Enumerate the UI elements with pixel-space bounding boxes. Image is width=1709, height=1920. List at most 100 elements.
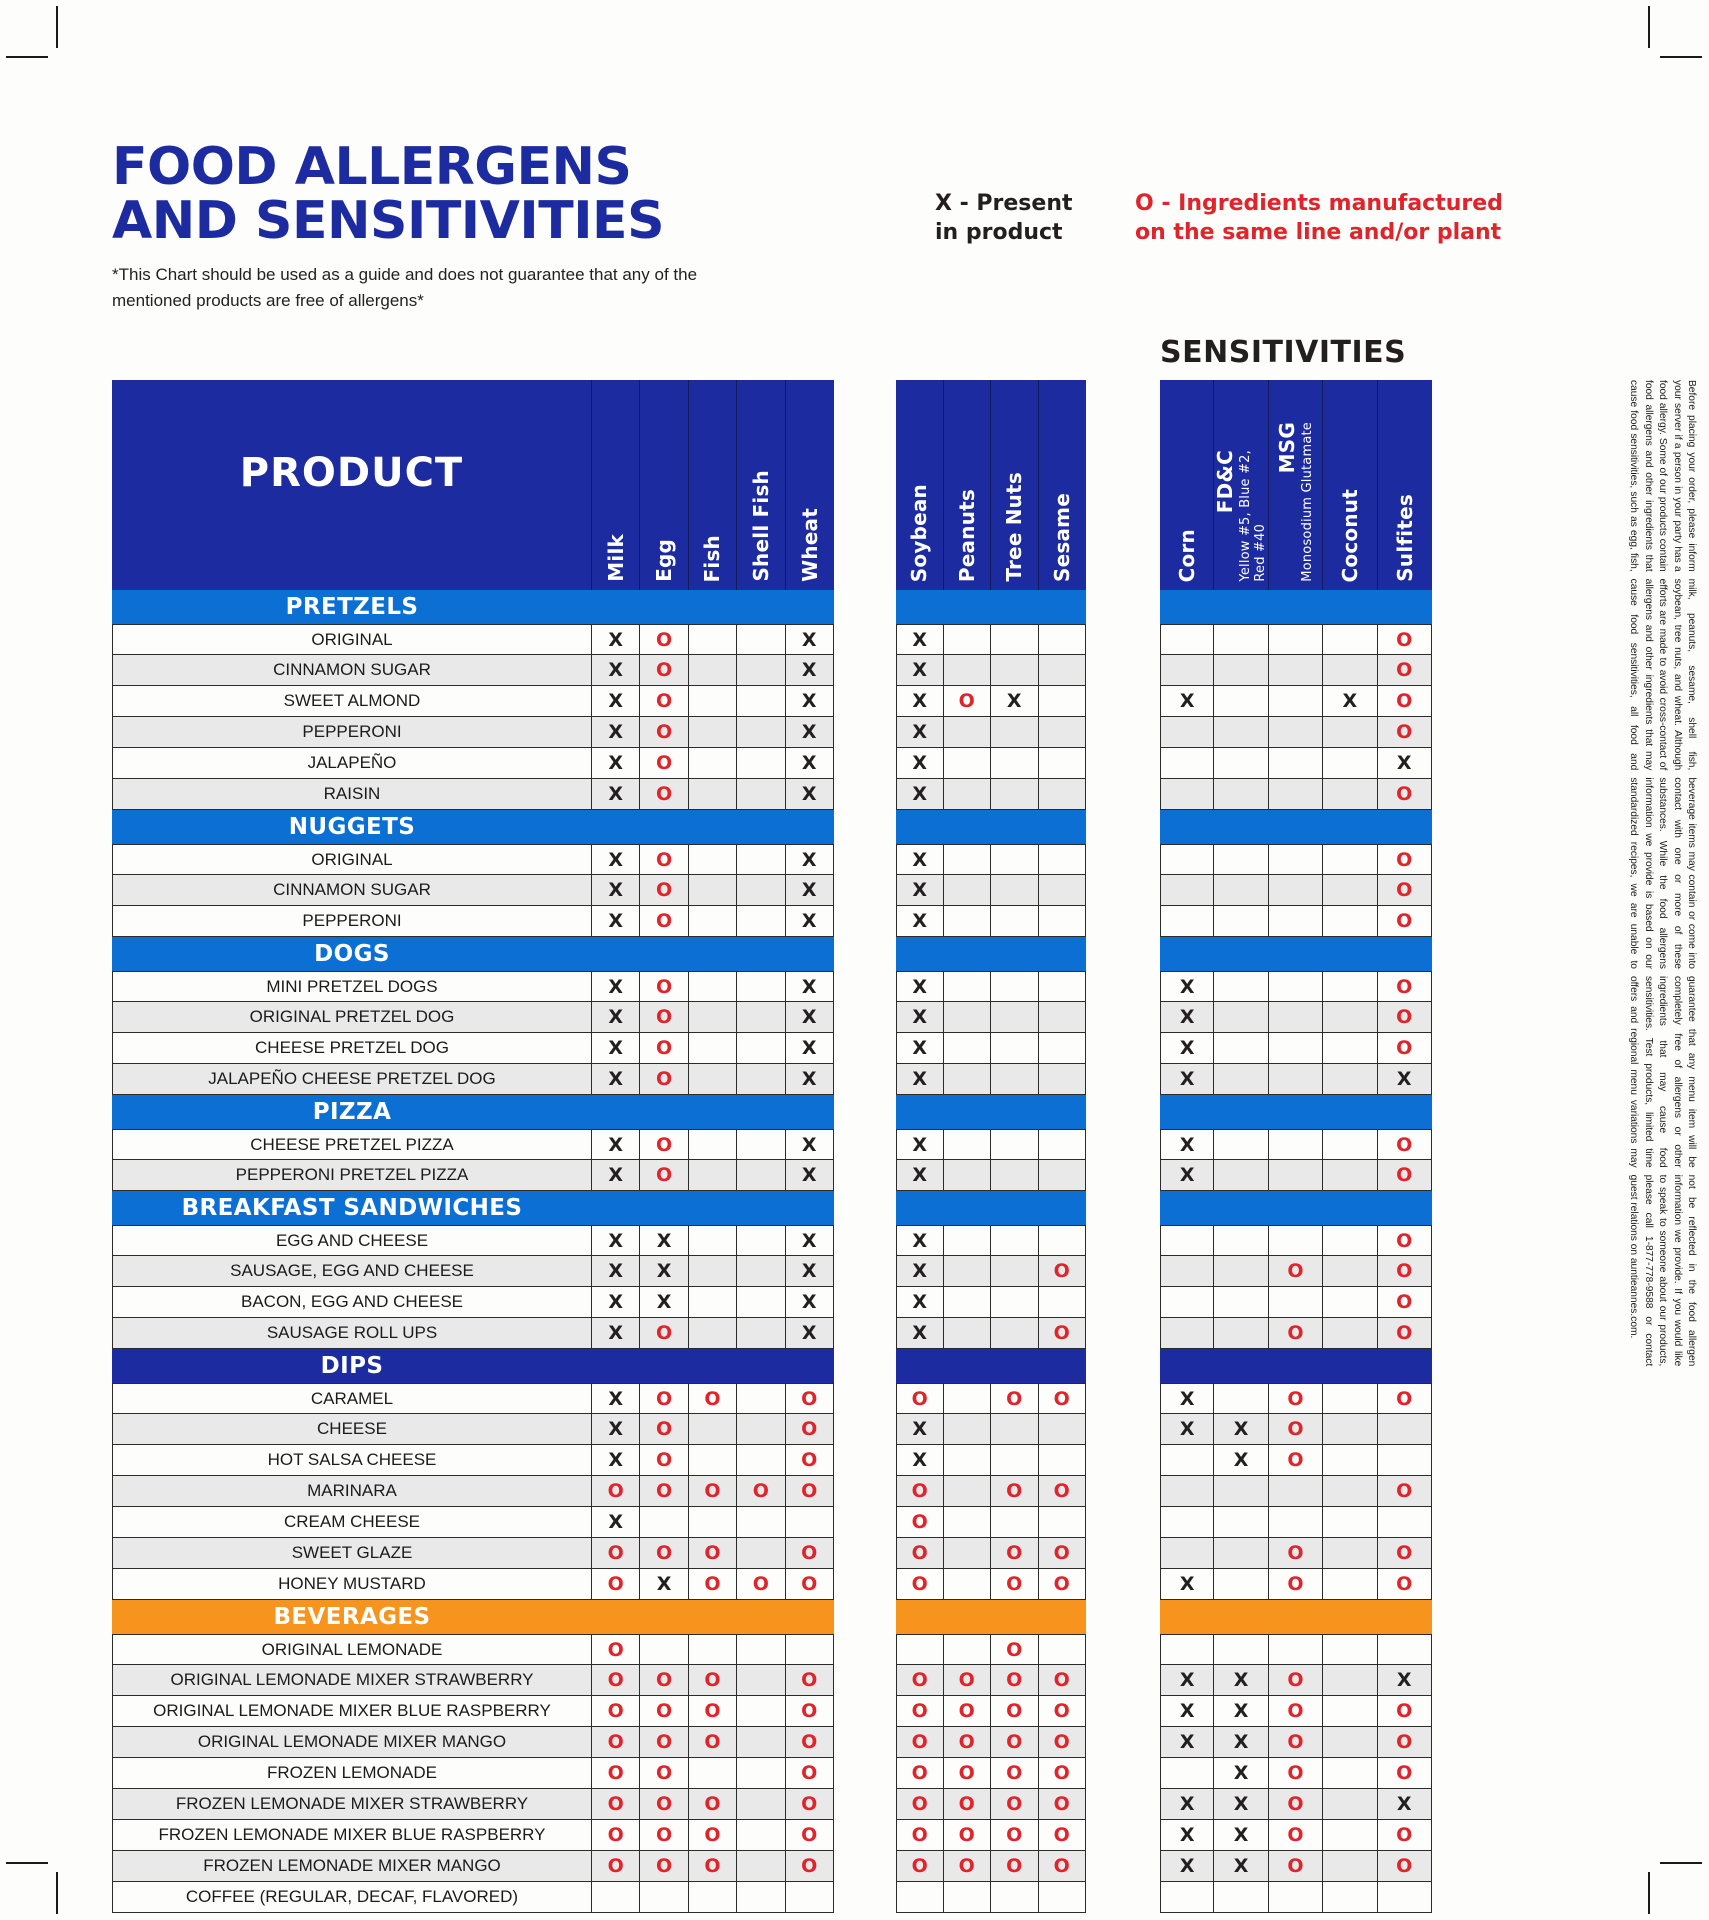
mark-shared-line: O	[1038, 1476, 1086, 1507]
crop-mark-tr-v	[1648, 6, 1650, 48]
column-gap	[1086, 1882, 1160, 1913]
section-band-left-dips: DIPS	[112, 1349, 834, 1383]
mark-present: X	[1160, 971, 1215, 1002]
product-name-cell: ORIGINAL LEMONADE MIXER STRAWBERRY	[112, 1665, 592, 1696]
mark-empty	[688, 1002, 738, 1033]
mark-empty	[943, 1160, 991, 1191]
mark-shared-line: O	[991, 1634, 1039, 1665]
table-row: CINNAMON SUGAR X O X X O	[112, 655, 1462, 686]
mark-empty	[1268, 1002, 1324, 1033]
product-name-cell: SAUSAGE ROLL UPS	[112, 1318, 592, 1349]
mark-shared-line: O	[1377, 1758, 1432, 1789]
column-gap	[1086, 1129, 1160, 1160]
column-header-label: Shell Fish	[748, 470, 773, 582]
product-name-cell: EGG AND CHEESE	[112, 1225, 592, 1256]
mark-shared-line: O	[1377, 779, 1432, 810]
mark-empty	[688, 1256, 738, 1287]
mark-empty	[1323, 971, 1378, 1002]
mark-empty	[1323, 655, 1378, 686]
table-row: SAUSAGE, EGG AND CHEESE X X X X O O O	[112, 1256, 1462, 1287]
column-gap	[1086, 1820, 1160, 1851]
mark-empty	[1323, 1882, 1378, 1913]
row-group-sensitivities	[1160, 1882, 1432, 1913]
mark-present: X	[785, 1225, 834, 1256]
mark-empty	[1323, 717, 1378, 748]
section-band-cell	[786, 1095, 834, 1129]
mark-empty	[943, 624, 991, 655]
table-header-row: PRODUCT Milk Egg Fish Shell Fish Wheat Soybean…	[112, 380, 1462, 590]
mark-empty	[1038, 844, 1086, 875]
mark-shared-line: O	[785, 1414, 834, 1445]
mark-empty	[943, 844, 991, 875]
mark-shared-line: O	[688, 1569, 738, 1600]
mark-empty	[1214, 779, 1269, 810]
mark-shared-line: O	[1038, 1851, 1086, 1882]
mark-shared-line: O	[896, 1758, 944, 1789]
mark-empty	[1268, 624, 1324, 655]
mark-shared-line: O	[1377, 1820, 1432, 1851]
mark-shared-line: O	[991, 1851, 1039, 1882]
table-row: HOT SALSA CHEESE X O O X X O	[112, 1445, 1462, 1476]
mark-empty	[943, 1225, 991, 1256]
mark-empty	[991, 1882, 1039, 1913]
column-gap	[834, 1758, 896, 1789]
column-gap	[1086, 906, 1160, 937]
sensitivities-heading: SENSITIVITIES	[1160, 335, 1407, 370]
mark-empty	[737, 1851, 786, 1882]
mark-empty	[785, 1634, 834, 1665]
section-title-nuggets: NUGGETS	[288, 814, 416, 840]
table-row: JALAPEÑO CHEESE PRETZEL DOG X O X X X X	[112, 1064, 1462, 1095]
row-group-allergens-2: X	[896, 1160, 1086, 1191]
mark-empty	[1214, 1634, 1269, 1665]
column-gap	[1086, 1758, 1160, 1789]
section-band-pretzels: PRETZELS	[112, 590, 1462, 624]
mark-shared-line: O	[1268, 1789, 1324, 1820]
product-name-cell: PEPPERONI PRETZEL PIZZA	[112, 1160, 592, 1191]
mark-empty	[1160, 1287, 1215, 1318]
row-group-allergens-1: CHEESE PRETZEL DOG X O X	[112, 1033, 834, 1064]
mark-empty	[1323, 1727, 1378, 1758]
mark-present: X	[785, 906, 834, 937]
mark-empty	[943, 1569, 991, 1600]
mark-shared-line: O	[896, 1789, 944, 1820]
column-gap	[834, 1727, 896, 1758]
mark-empty	[1268, 1287, 1324, 1318]
mark-shared-line: O	[1377, 1476, 1432, 1507]
section-band-left-pizza: PIZZA	[112, 1095, 834, 1129]
table-row: RAISIN X O X X O	[112, 779, 1462, 810]
mark-shared-line: O	[592, 1727, 641, 1758]
title-block: FOOD ALLERGENS AND SENSITIVITIES *This C…	[112, 140, 772, 313]
row-group-allergens-2: X	[896, 875, 1086, 906]
row-group-allergens-1: ORIGINAL X O X	[112, 624, 834, 655]
mark-empty	[1038, 1287, 1086, 1318]
row-group-allergens-1: ORIGINAL LEMONADE MIXER BLUE RASPBERRY O O…	[112, 1696, 834, 1727]
section-band-cell	[640, 937, 688, 971]
mark-empty	[1160, 1476, 1215, 1507]
mark-present: X	[896, 1033, 944, 1064]
mark-empty	[688, 1507, 738, 1538]
mark-empty	[737, 717, 786, 748]
column-gap	[1086, 590, 1160, 624]
mark-present: X	[592, 1002, 641, 1033]
column-header-corn: Corn	[1160, 380, 1215, 590]
mark-empty	[1214, 875, 1269, 906]
column-header-shell-fish: Shell Fish	[737, 380, 786, 590]
mark-empty	[991, 655, 1039, 686]
row-group-allergens-1: EGG AND CHEESE X X X	[112, 1225, 834, 1256]
section-band-dips: DIPS	[112, 1349, 1462, 1383]
section-band-mid-pretzels	[896, 590, 1086, 624]
mark-present: X	[1160, 1414, 1215, 1445]
mark-shared-line: O	[1377, 1318, 1432, 1349]
table-row: ORIGINAL LEMONADE O O	[112, 1634, 1462, 1665]
column-header-label: Fish	[700, 534, 725, 582]
mark-shared-line: O	[896, 1696, 944, 1727]
mark-present: X	[785, 971, 834, 1002]
mark-empty	[737, 1414, 786, 1445]
mark-present: X	[592, 971, 641, 1002]
mark-present: X	[785, 624, 834, 655]
column-header-sesame: Sesame	[1039, 380, 1087, 590]
table-row: ORIGINAL X O X X O	[112, 844, 1462, 875]
mark-empty	[688, 1064, 738, 1095]
